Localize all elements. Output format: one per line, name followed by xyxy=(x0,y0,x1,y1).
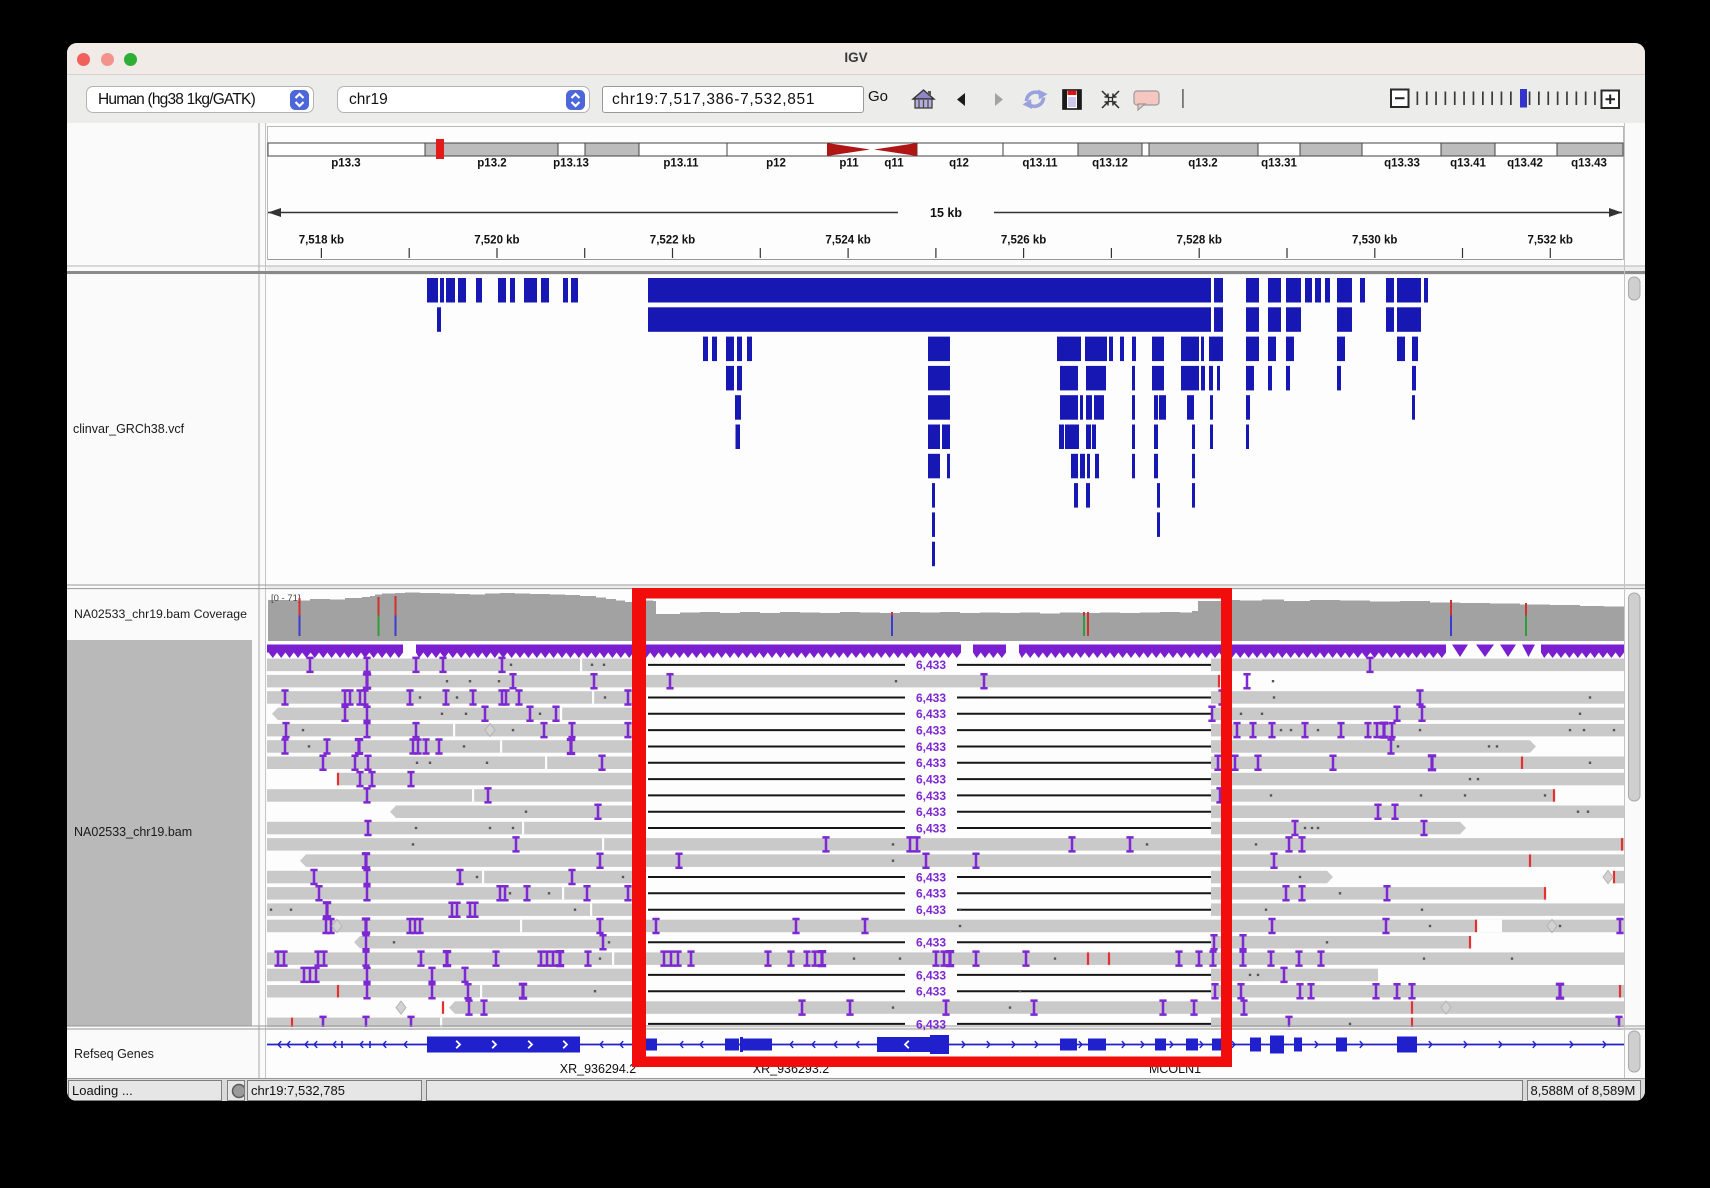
svg-text:q13.2: q13.2 xyxy=(1188,158,1217,170)
svg-text:q13.33: q13.33 xyxy=(1384,158,1420,170)
svg-text:p12: p12 xyxy=(766,158,786,170)
svg-text:6,433: 6,433 xyxy=(916,658,946,672)
svg-text:p13.2: p13.2 xyxy=(477,158,506,170)
svg-text:7,532 kb: 7,532 kb xyxy=(1527,235,1572,247)
svg-text:6,433: 6,433 xyxy=(916,903,946,917)
svg-text:6,433: 6,433 xyxy=(916,870,946,884)
svg-text:[0 - 71]: [0 - 71] xyxy=(271,593,301,604)
svg-text:6,433: 6,433 xyxy=(916,789,946,803)
svg-text:p13.3: p13.3 xyxy=(331,158,360,170)
svg-text:q13.42: q13.42 xyxy=(1507,158,1543,170)
svg-text:15 kb: 15 kb xyxy=(930,206,962,220)
svg-text:7,520 kb: 7,520 kb xyxy=(474,235,519,247)
svg-text:7,528 kb: 7,528 kb xyxy=(1176,235,1221,247)
svg-text:q13.41: q13.41 xyxy=(1450,158,1486,170)
svg-text:q13.11: q13.11 xyxy=(1022,158,1058,170)
svg-text:6,433: 6,433 xyxy=(916,936,946,950)
svg-text:6,433: 6,433 xyxy=(916,887,946,901)
svg-text:7,522 kb: 7,522 kb xyxy=(650,235,695,247)
svg-text:XR_936294.2: XR_936294.2 xyxy=(560,1062,637,1076)
svg-text:6,433: 6,433 xyxy=(916,724,946,738)
svg-text:q13.31: q13.31 xyxy=(1261,158,1297,170)
svg-text:Refseq Genes: Refseq Genes xyxy=(74,1047,154,1061)
svg-text:6,433: 6,433 xyxy=(916,756,946,770)
svg-text:7,524 kb: 7,524 kb xyxy=(825,235,870,247)
svg-text:6,433: 6,433 xyxy=(916,968,946,982)
svg-text:q11: q11 xyxy=(884,158,904,170)
svg-text:6,433: 6,433 xyxy=(916,1017,946,1031)
svg-text:clinvar_GRCh38.vcf: clinvar_GRCh38.vcf xyxy=(73,422,185,436)
svg-text:p13.13: p13.13 xyxy=(553,158,589,170)
svg-text:p13.11: p13.11 xyxy=(663,158,699,170)
svg-text:6,433: 6,433 xyxy=(916,773,946,787)
svg-text:6,433: 6,433 xyxy=(916,821,946,835)
svg-text:q12: q12 xyxy=(949,158,969,170)
svg-text:6,433: 6,433 xyxy=(916,805,946,819)
svg-text:6,433: 6,433 xyxy=(916,740,946,754)
svg-text:6,433: 6,433 xyxy=(916,985,946,999)
svg-text:NA02533_chr19.bam Coverage: NA02533_chr19.bam Coverage xyxy=(74,607,247,621)
svg-text:p11: p11 xyxy=(839,158,859,170)
svg-text:6,433: 6,433 xyxy=(916,707,946,721)
svg-text:7,526 kb: 7,526 kb xyxy=(1001,235,1046,247)
svg-text:7,518 kb: 7,518 kb xyxy=(299,235,344,247)
svg-text:7,530 kb: 7,530 kb xyxy=(1352,235,1397,247)
svg-text:q13.12: q13.12 xyxy=(1092,158,1128,170)
svg-text:6,433: 6,433 xyxy=(916,691,946,705)
svg-text:q13.43: q13.43 xyxy=(1571,158,1607,170)
svg-text:NA02533_chr19.bam: NA02533_chr19.bam xyxy=(74,825,192,839)
